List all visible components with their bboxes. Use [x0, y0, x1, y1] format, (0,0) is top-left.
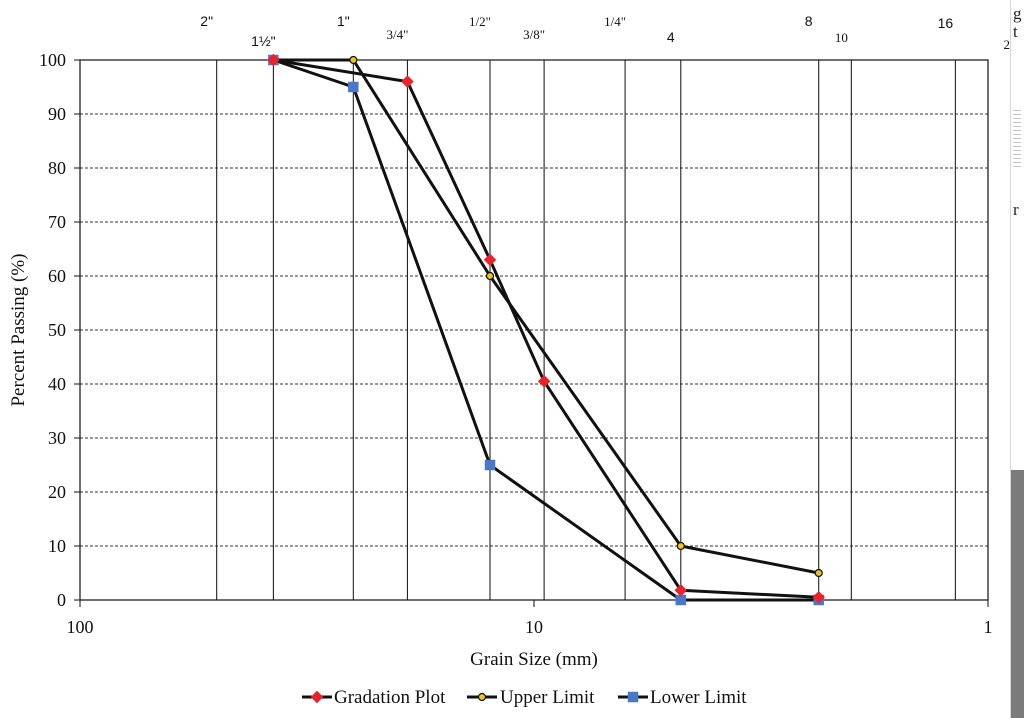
side-fragment-text: t [1013, 22, 1018, 41]
y-tick-label: 70 [48, 212, 66, 232]
x-tick-label: 10 [525, 617, 543, 637]
sieve-label: 8 [805, 13, 813, 29]
legend-label: Upper Limit [500, 687, 595, 708]
legend-item-gradation-plot: Gradation Plot [302, 687, 446, 708]
sieve-label: 10 [835, 30, 848, 45]
gradation-plot-marker [267, 53, 280, 67]
sieve-label: 3/4" [386, 27, 408, 42]
legend-label: Gradation Plot [334, 687, 446, 708]
lower-limit-marker [484, 459, 496, 471]
y-tick-label: 40 [48, 374, 66, 394]
gradation-plot-marker [812, 590, 826, 604]
side-thumbnail [1013, 110, 1021, 170]
sieve-label: 4 [667, 29, 675, 45]
sieve-label: 1" [337, 13, 350, 29]
upper-limit-line [273, 58, 819, 575]
x-axis-ticks: 100 10 1 [67, 600, 993, 637]
sieve-label: 1/2" [469, 14, 491, 29]
sieve-label: 20 [1004, 37, 1010, 52]
y-tick-label: 90 [48, 104, 66, 124]
upper-limit-marker [485, 271, 495, 281]
gradation-plot-series [267, 53, 826, 604]
legend-item-upper-limit: Upper Limit [467, 687, 595, 708]
sieve-label: 1/4" [604, 14, 626, 29]
x-tick-label: 100 [67, 617, 94, 637]
gradation-plot-marker [483, 253, 497, 267]
lower-limit-marker [348, 81, 359, 93]
gradation-plot-line [273, 58, 819, 599]
gradation-plot-marker [537, 374, 551, 388]
sieve-size-labels: 2" 1½" 1" 3/4" 1/2" 3/8" 1/4" 4 8 10 16 20 [200, 13, 1010, 52]
upper-limit-series [269, 55, 823, 578]
legend-marker [627, 691, 639, 703]
legend-marker [477, 692, 487, 702]
legend-marker [310, 690, 324, 704]
gradation-plot-marker [674, 583, 688, 597]
y-tick-label: 0 [57, 590, 66, 610]
upper-limit-marker [349, 55, 358, 65]
side-gray-panel [1011, 470, 1024, 718]
sieve-label: 16 [938, 15, 954, 31]
y-axis-ticks: 0 10 20 30 40 50 60 70 80 90 100 [39, 50, 80, 610]
x-tick-label: 1 [984, 617, 993, 637]
y-axis-title: Percent Passing (%) [8, 253, 29, 406]
legend: Gradation Plot Upper Limit Lower Limit [302, 687, 747, 708]
series [267, 53, 826, 606]
gradation-plot-marker [401, 75, 414, 88]
y-tick-label: 60 [48, 266, 66, 286]
legend-label: Lower Limit [650, 687, 747, 708]
upper-limit-marker [814, 568, 823, 578]
y-tick-label: 80 [48, 158, 66, 178]
y-tick-label: 30 [48, 428, 66, 448]
upper-limit-marker [676, 541, 685, 551]
y-tick-label: 20 [48, 482, 66, 502]
y-tick-label: 10 [48, 536, 66, 556]
sieve-label: 3/8" [523, 27, 545, 42]
side-fragment-text: g [1013, 4, 1022, 23]
adjacent-window-edge: g t r [1010, 0, 1024, 718]
sieve-label: 2" [200, 13, 213, 29]
side-fragment-text: r [1013, 200, 1019, 219]
y-tick-label: 100 [39, 50, 66, 70]
grid [80, 60, 988, 600]
y-tick-label: 50 [48, 320, 66, 340]
legend-item-lower-limit: Lower Limit [618, 687, 747, 708]
x-axis-title: Grain Size (mm) [470, 649, 598, 670]
sieve-label: 1½" [251, 33, 275, 49]
